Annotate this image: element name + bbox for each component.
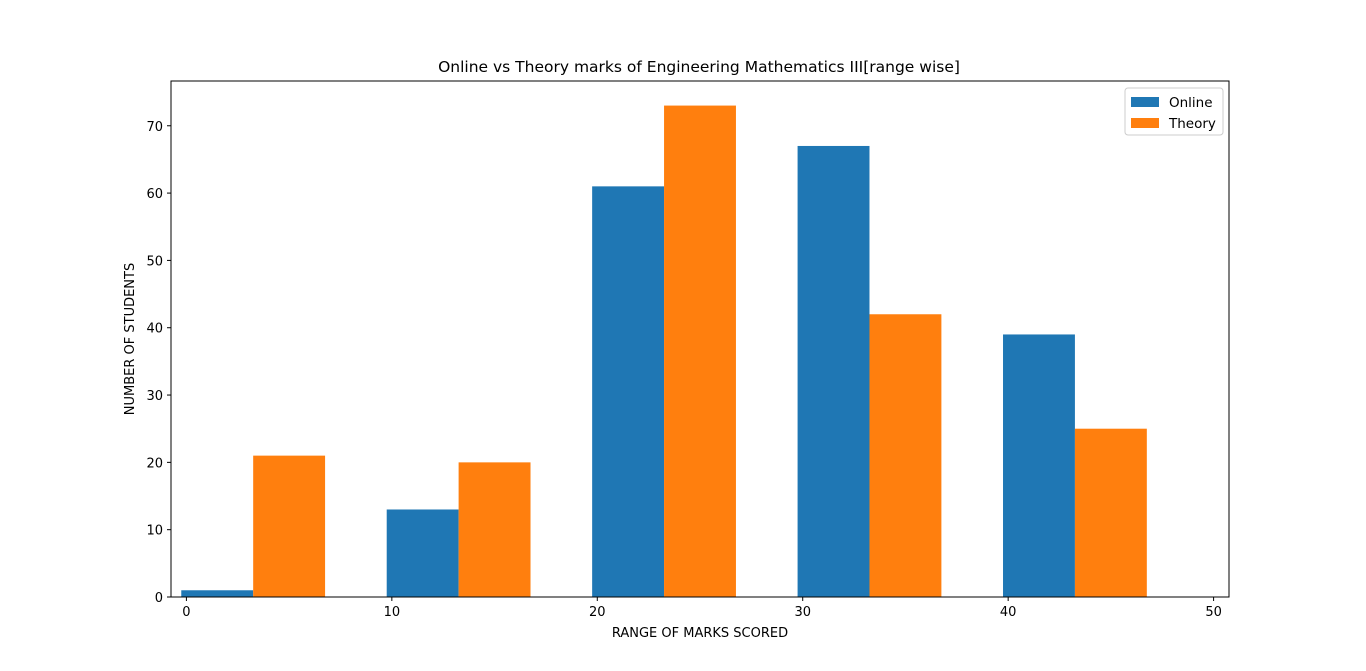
x-axis-label: RANGE OF MARKS SCORED bbox=[612, 626, 788, 641]
legend-swatch-online bbox=[1131, 97, 1159, 107]
y-tick-label: 70 bbox=[146, 120, 163, 135]
x-tick-label: 20 bbox=[589, 605, 606, 620]
x-axis: 0 10 20 30 40 50 bbox=[182, 597, 1222, 620]
y-tick-label: 60 bbox=[146, 187, 163, 202]
chart-title: Online vs Theory marks of Engineering Ma… bbox=[438, 58, 960, 76]
bar-theory-1 bbox=[458, 462, 531, 597]
y-tick-label: 50 bbox=[146, 254, 163, 269]
legend-label-online: Online bbox=[1169, 95, 1213, 111]
y-tick-label: 40 bbox=[146, 322, 163, 337]
bar-theory-2 bbox=[664, 105, 736, 598]
bar-online-0 bbox=[181, 590, 254, 597]
y-axis: 0 10 20 30 40 50 60 70 bbox=[146, 120, 171, 606]
y-axis-label: NUMBER OF STUDENTS bbox=[123, 263, 138, 415]
x-tick-label: 50 bbox=[1205, 605, 1222, 620]
legend-label-theory: Theory bbox=[1168, 116, 1216, 132]
y-tick-label: 0 bbox=[155, 591, 163, 606]
y-tick-label: 10 bbox=[146, 524, 163, 539]
bar-theory-4 bbox=[1074, 428, 1147, 597]
legend: Online Theory bbox=[1124, 87, 1224, 136]
x-tick-label: 30 bbox=[794, 605, 811, 620]
bar-online-2 bbox=[592, 186, 665, 598]
bars bbox=[181, 105, 1147, 598]
bar-theory-3 bbox=[869, 314, 942, 597]
y-tick-label: 20 bbox=[146, 456, 163, 471]
bar-online-4 bbox=[1003, 334, 1075, 597]
legend-swatch-theory bbox=[1131, 118, 1159, 128]
x-tick-label: 0 bbox=[182, 605, 190, 620]
bar-online-1 bbox=[386, 509, 459, 597]
bar-online-3 bbox=[797, 145, 870, 597]
plot-area-frame bbox=[170, 80, 1230, 598]
bar-theory-0 bbox=[253, 455, 326, 597]
x-tick-label: 40 bbox=[1000, 605, 1017, 620]
x-tick-label: 10 bbox=[384, 605, 401, 620]
y-tick-label: 30 bbox=[146, 389, 163, 404]
